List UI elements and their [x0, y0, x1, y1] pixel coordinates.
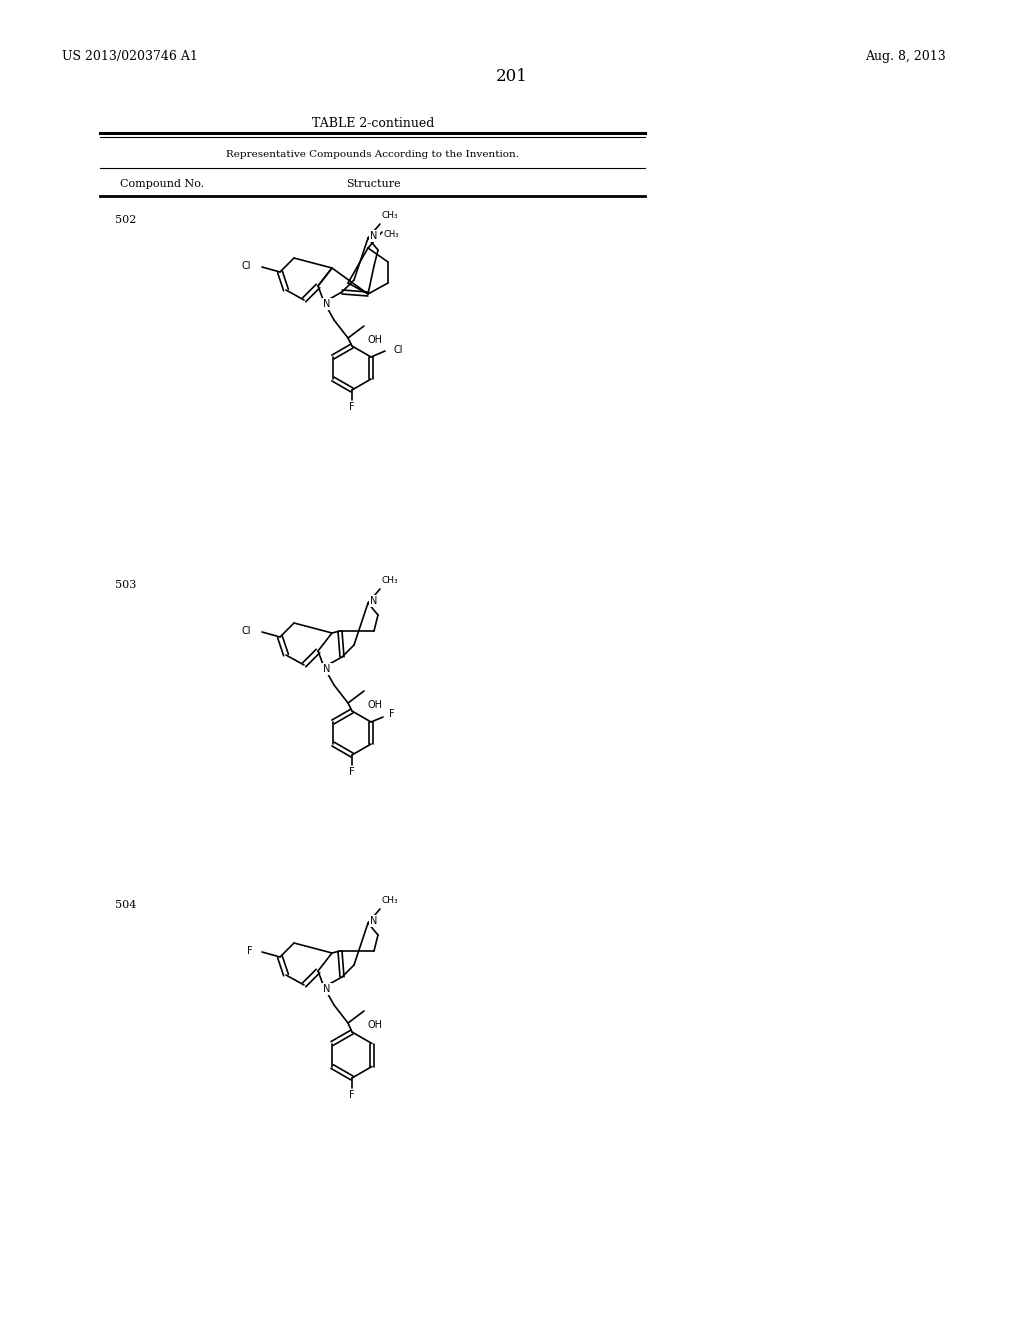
Text: F: F [349, 1090, 354, 1100]
Text: 503: 503 [115, 579, 136, 590]
Text: CH₃: CH₃ [382, 211, 398, 220]
Text: F: F [389, 709, 394, 719]
Text: Cl: Cl [242, 261, 251, 271]
Text: N: N [324, 664, 331, 675]
Text: OH: OH [368, 1020, 383, 1030]
Text: OH: OH [368, 335, 383, 345]
Text: CH₃: CH₃ [384, 230, 399, 239]
Text: N: N [324, 300, 331, 309]
Text: Representative Compounds According to the Invention.: Representative Compounds According to th… [226, 150, 519, 158]
Text: F: F [248, 946, 253, 956]
Text: N: N [370, 916, 378, 927]
Text: Compound No.: Compound No. [120, 180, 204, 189]
Text: OH: OH [368, 700, 383, 710]
Text: US 2013/0203746 A1: US 2013/0203746 A1 [62, 50, 198, 63]
Text: Aug. 8, 2013: Aug. 8, 2013 [865, 50, 946, 63]
Text: 201: 201 [496, 69, 528, 84]
Text: CH₃: CH₃ [382, 896, 398, 906]
Text: N: N [324, 983, 331, 994]
Text: TABLE 2-continued: TABLE 2-continued [312, 117, 434, 129]
Text: 504: 504 [115, 900, 136, 909]
Text: N: N [370, 597, 378, 606]
Text: F: F [349, 403, 354, 412]
Text: N: N [372, 231, 379, 242]
Text: Cl: Cl [242, 626, 251, 636]
Text: 502: 502 [115, 215, 136, 224]
Text: N: N [370, 231, 378, 242]
Text: Cl: Cl [393, 345, 402, 355]
Text: F: F [349, 767, 354, 777]
Text: CH₃: CH₃ [382, 576, 398, 585]
Text: Structure: Structure [346, 180, 400, 189]
